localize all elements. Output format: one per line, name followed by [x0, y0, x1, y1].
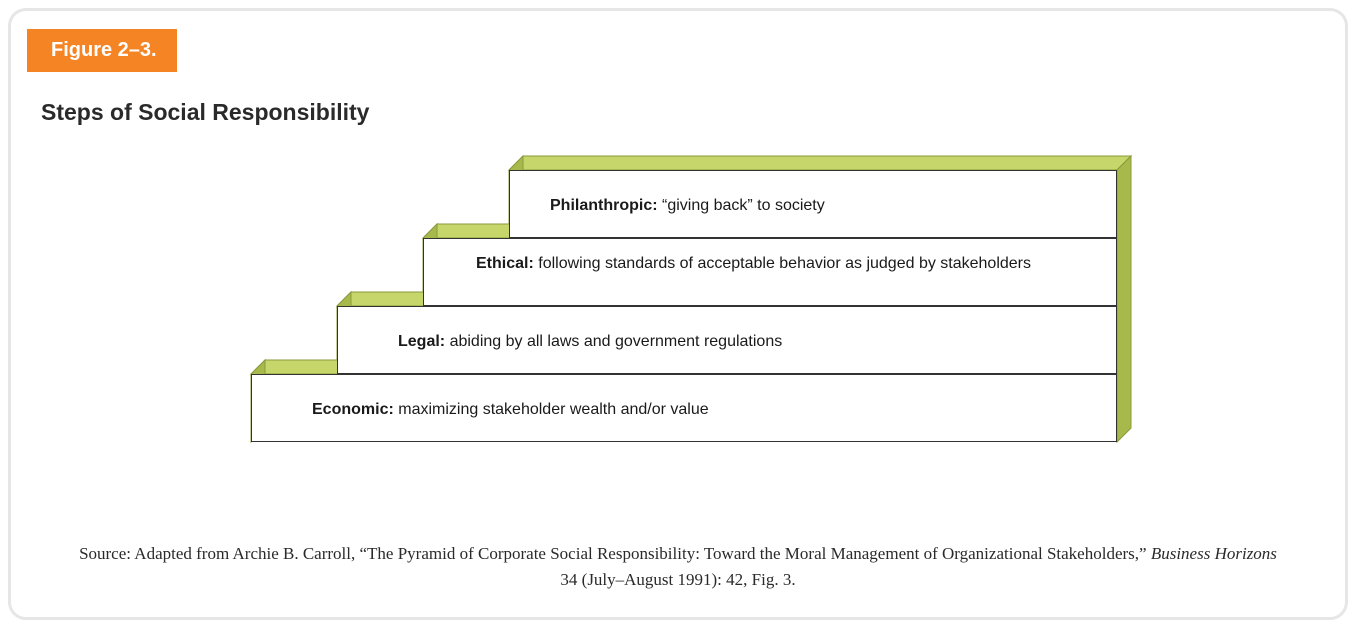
step-ethical: Ethical: following standards of acceptab…	[423, 238, 1117, 306]
step-label-legal: Legal: abiding by all laws and governmen…	[398, 331, 782, 353]
step-legal: Legal: abiding by all laws and governmen…	[337, 306, 1117, 374]
figure-badge: Figure 2–3.	[27, 29, 177, 72]
steps-diagram: Philanthropic: “giving back” to society E…	[251, 156, 1131, 486]
figure-badge-label: Figure 2–3.	[51, 39, 157, 61]
step-philanthropic: Philanthropic: “giving back” to society	[509, 170, 1117, 238]
step-label-economic: Economic: maximizing stakeholder wealth …	[312, 399, 709, 421]
step-label-philanthropic: Philanthropic: “giving back” to society	[550, 195, 825, 217]
source-suffix: 34 (July–August 1991): 42, Fig. 3.	[560, 570, 795, 589]
step-economic: Economic: maximizing stakeholder wealth …	[251, 374, 1117, 442]
source-citation: Source: Adapted from Archie B. Carroll, …	[11, 541, 1345, 592]
step-label-ethical: Ethical: following standards of acceptab…	[476, 253, 1031, 275]
figure-title: Steps of Social Responsibility	[41, 99, 369, 126]
source-journal: Business Horizons	[1151, 544, 1277, 563]
source-prefix: Source: Adapted from Archie B. Carroll, …	[79, 544, 1151, 563]
figure-frame: Figure 2–3. Steps of Social Responsibili…	[8, 8, 1348, 620]
